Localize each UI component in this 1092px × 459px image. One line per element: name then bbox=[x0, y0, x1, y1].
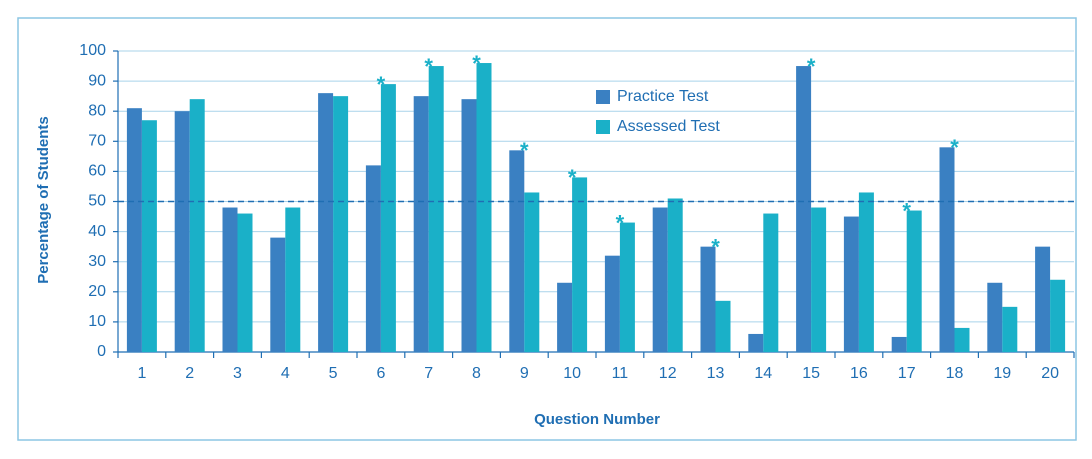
bar bbox=[700, 246, 716, 352]
x-tick-label: 5 bbox=[329, 365, 338, 382]
bar bbox=[126, 108, 142, 352]
x-tick-label: 9 bbox=[520, 365, 529, 382]
bar bbox=[509, 150, 525, 352]
bar bbox=[748, 333, 764, 352]
bar bbox=[891, 336, 907, 352]
x-tick-label: 10 bbox=[563, 365, 581, 382]
bar bbox=[318, 93, 334, 352]
x-tick-label: 2 bbox=[185, 365, 194, 382]
x-tick-label: 13 bbox=[707, 365, 725, 382]
bar bbox=[811, 207, 827, 352]
x-tick-label: 4 bbox=[281, 365, 290, 382]
x-axis-label: Question Number bbox=[534, 411, 660, 428]
asterisk: * bbox=[902, 198, 911, 223]
x-tick-label: 16 bbox=[850, 365, 868, 382]
y-tick-label: 70 bbox=[88, 133, 106, 150]
legend-swatch bbox=[596, 90, 610, 104]
bar bbox=[365, 165, 381, 352]
bar bbox=[987, 282, 1003, 352]
bar bbox=[285, 207, 301, 352]
bar bbox=[604, 255, 620, 352]
bar bbox=[763, 213, 779, 352]
bar bbox=[428, 66, 444, 353]
asterisk: * bbox=[472, 51, 481, 76]
y-tick-label: 90 bbox=[88, 72, 106, 89]
y-tick-label: 50 bbox=[88, 193, 106, 210]
x-tick-label: 3 bbox=[233, 365, 242, 382]
bar bbox=[461, 99, 477, 352]
bar bbox=[380, 84, 396, 353]
bar bbox=[954, 327, 970, 352]
bar bbox=[189, 99, 205, 352]
bar bbox=[572, 177, 588, 352]
bar bbox=[796, 66, 812, 353]
asterisk: * bbox=[807, 54, 816, 79]
legend-swatch bbox=[596, 120, 610, 134]
bar bbox=[174, 111, 190, 352]
x-tick-label: 20 bbox=[1041, 365, 1059, 382]
asterisk: * bbox=[424, 54, 433, 79]
y-tick-label: 100 bbox=[79, 42, 106, 59]
x-tick-label: 12 bbox=[659, 365, 677, 382]
bar bbox=[715, 300, 731, 352]
y-tick-label: 60 bbox=[88, 163, 106, 180]
bar bbox=[619, 222, 635, 352]
bar bbox=[1002, 306, 1018, 352]
legend-label: Practice Test bbox=[617, 88, 709, 105]
x-tick-label: 11 bbox=[612, 365, 629, 382]
bar bbox=[906, 210, 922, 352]
bar bbox=[939, 147, 955, 352]
legend-label: Assessed Test bbox=[617, 118, 720, 135]
bar bbox=[652, 207, 668, 352]
y-tick-label: 0 bbox=[97, 343, 106, 360]
bar bbox=[333, 96, 349, 353]
bar bbox=[413, 96, 429, 353]
x-tick-label: 14 bbox=[754, 365, 772, 382]
bar bbox=[843, 216, 859, 352]
asterisk: * bbox=[950, 135, 959, 160]
bar bbox=[858, 192, 874, 352]
bar bbox=[222, 207, 238, 352]
y-tick-label: 20 bbox=[88, 283, 106, 300]
asterisk: * bbox=[568, 165, 577, 190]
bar bbox=[667, 198, 683, 352]
bar bbox=[237, 213, 253, 352]
bar bbox=[557, 282, 573, 352]
x-tick-label: 1 bbox=[137, 365, 146, 382]
asterisk: * bbox=[377, 72, 386, 97]
y-tick-label: 10 bbox=[88, 313, 106, 330]
bar bbox=[1050, 279, 1066, 352]
bar bbox=[141, 120, 157, 352]
y-axis-label: Percentage of Students bbox=[35, 116, 52, 284]
x-tick-label: 19 bbox=[993, 365, 1011, 382]
x-tick-label: 17 bbox=[898, 365, 916, 382]
bar bbox=[476, 63, 492, 352]
x-tick-label: 15 bbox=[802, 365, 820, 382]
y-tick-label: 30 bbox=[88, 253, 106, 270]
bar bbox=[524, 192, 540, 352]
x-tick-label: 8 bbox=[472, 365, 481, 382]
y-tick-label: 80 bbox=[88, 102, 106, 119]
x-tick-label: 6 bbox=[376, 365, 385, 382]
x-tick-label: 18 bbox=[946, 365, 964, 382]
asterisk: * bbox=[616, 210, 625, 235]
y-tick-label: 40 bbox=[88, 223, 106, 240]
x-tick-label: 7 bbox=[424, 365, 433, 382]
asterisk: * bbox=[520, 138, 529, 163]
bar bbox=[1035, 246, 1051, 352]
bar bbox=[270, 237, 286, 352]
asterisk: * bbox=[711, 234, 720, 259]
